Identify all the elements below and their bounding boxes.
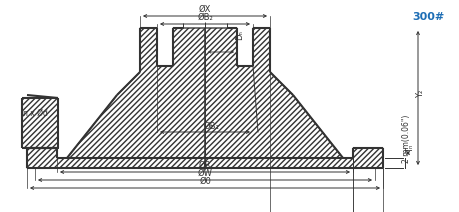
Text: Tₙ: Tₙ (406, 145, 414, 153)
Text: n x Ød: n x Ød (23, 109, 48, 117)
Polygon shape (27, 28, 205, 168)
Text: 2 mm(0.06"): 2 mm(0.06") (402, 115, 411, 163)
Text: ØB₂: ØB₂ (197, 13, 213, 21)
Text: Dₙ: Dₙ (235, 30, 244, 40)
Polygon shape (205, 28, 382, 168)
Text: ØX: ØX (198, 4, 211, 14)
Text: 300#: 300# (412, 12, 444, 22)
Text: Ø0: Ø0 (199, 177, 211, 186)
Text: ØR: ØR (198, 160, 211, 170)
Text: ØB₁: ØB₁ (202, 121, 218, 131)
Polygon shape (22, 98, 58, 148)
Text: ØW: ØW (197, 169, 212, 177)
Text: Y₂: Y₂ (415, 90, 425, 98)
